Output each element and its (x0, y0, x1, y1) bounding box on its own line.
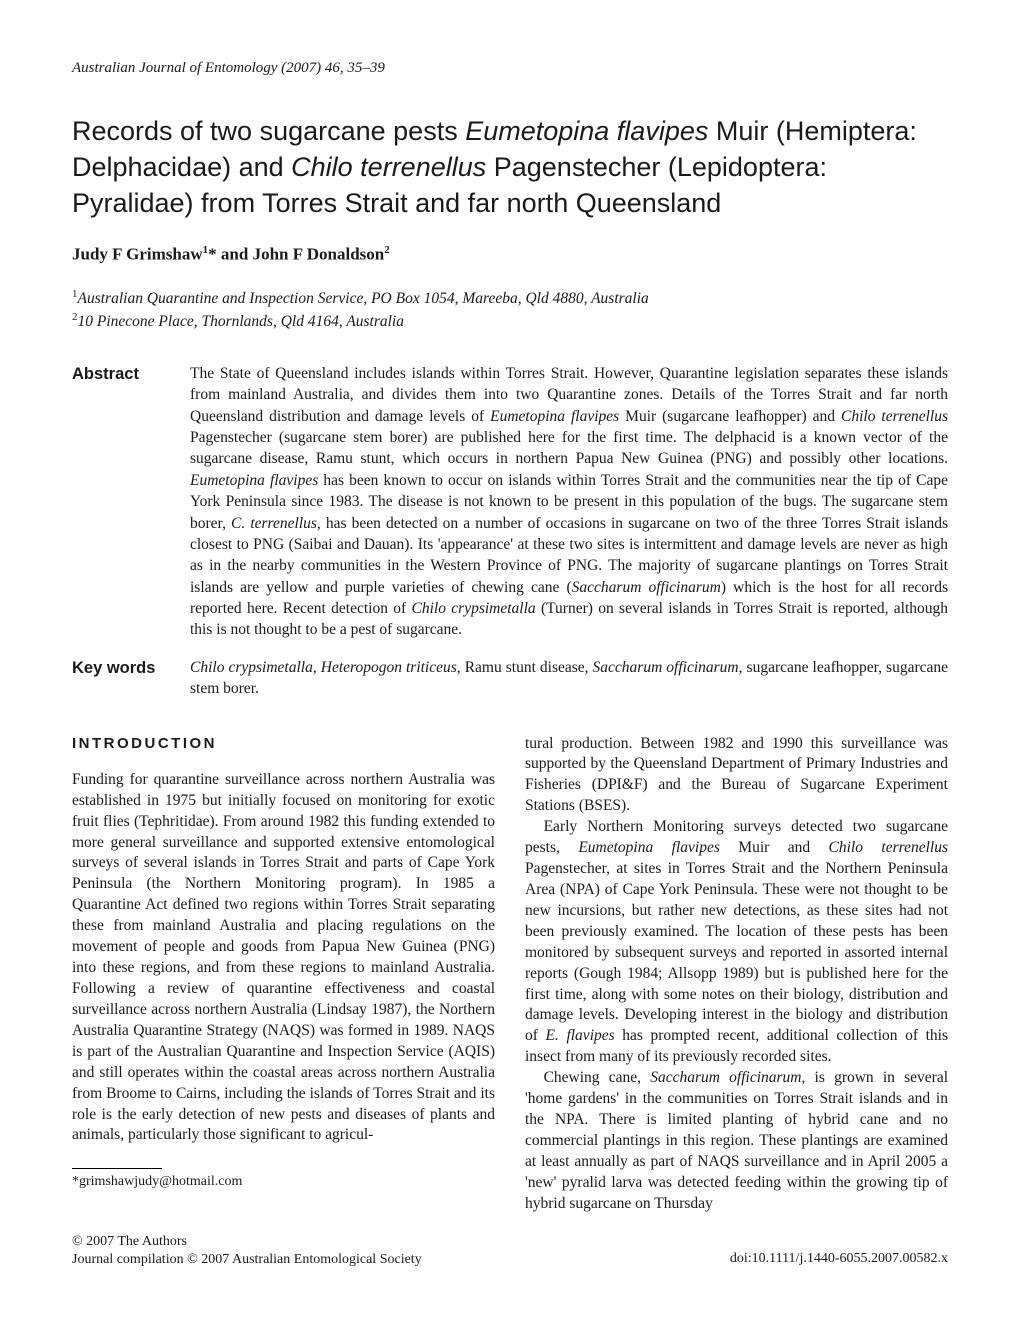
footer-line: © 2007 The Authors (72, 1233, 422, 1251)
abstract-text: Muir (sugarcane leafhopper) and (619, 408, 841, 425)
affil-text: Australian Quarantine and Inspection Ser… (78, 290, 649, 307)
abstract-species: Chilo crypsimetalla (412, 600, 536, 617)
abstract-text: Pagenstecher (sugarcane stem borer) are … (190, 429, 948, 467)
body-paragraph: Funding for quarantine surveillance acro… (72, 770, 495, 1147)
affiliation-line: 210 Pinecone Place, Thornlands, Qld 4164… (72, 310, 948, 333)
footer-doi: doi:10.1111/j.1440-6055.2007.00582.x (730, 1250, 948, 1269)
footer-line: Journal compilation © 2007 Australian En… (72, 1251, 422, 1269)
author-name: John F Donaldson (253, 245, 385, 264)
article-title: Records of two sugarcane pests Eumetopin… (72, 114, 948, 221)
corresponding-author-footnote: *grimshawjudy@hotmail.com (72, 1173, 495, 1192)
two-column-body: INTRODUCTION Funding for quarantine surv… (72, 734, 948, 1215)
keywords-body: Chilo crypsimetalla, Heteropogon tritice… (190, 657, 948, 700)
body-species: Eumetopina flavipes (578, 839, 720, 856)
abstract-species: Saccharum officinarum (572, 579, 721, 596)
page-footer: © 2007 The Authors Journal compilation ©… (72, 1233, 948, 1269)
author-affil-sup: 2 (384, 244, 390, 256)
title-species: Eumetopina flavipes (465, 116, 708, 146)
left-column: INTRODUCTION Funding for quarantine surv… (72, 734, 495, 1215)
title-text: Records of two sugarcane pests (72, 116, 465, 146)
body-paragraph: Chewing cane, Saccharum officinarum, is … (525, 1068, 948, 1214)
abstract-species: C. terrenellus (231, 515, 317, 532)
body-species: E. flavipes (546, 1027, 615, 1044)
body-text: , is grown in several 'home gardens' in … (525, 1069, 948, 1212)
section-heading-introduction: INTRODUCTION (72, 734, 495, 754)
authors-line: Judy F Grimshaw1* and John F Donaldson2 (72, 243, 948, 267)
footer-copyright: © 2007 The Authors Journal compilation ©… (72, 1233, 422, 1269)
keyword-species: Heteropogon triticeus (321, 659, 457, 676)
keyword-text: , Ramu stunt disease, (457, 659, 593, 676)
author-separator: and (217, 245, 253, 264)
keyword-species: Chilo crypsimetalla (190, 659, 313, 676)
body-paragraph: Early Northern Monitoring surveys detect… (525, 817, 948, 1068)
abstract-species: Eumetopina flavipes (190, 472, 318, 489)
affil-text: 10 Pinecone Place, Thornlands, Qld 4164,… (78, 313, 404, 330)
body-species: Chilo terrenellus (829, 839, 948, 856)
abstract-block: Abstract The State of Queensland include… (72, 363, 948, 641)
keywords-block: Key words Chilo crypsimetalla, Heteropog… (72, 657, 948, 700)
body-species: Saccharum officinarum (650, 1069, 801, 1086)
keyword-text: , (313, 659, 321, 676)
footnote-rule (72, 1168, 162, 1169)
abstract-body: The State of Queensland includes islands… (190, 363, 948, 641)
right-column: tural production. Between 1982 and 1990 … (525, 734, 948, 1215)
affiliations: 1Australian Quarantine and Inspection Se… (72, 287, 948, 333)
body-text: Pagenstecher, at sites in Torres Strait … (525, 860, 948, 1044)
title-species: Chilo terrenellus (291, 152, 486, 182)
body-paragraph: tural production. Between 1982 and 1990 … (525, 734, 948, 818)
affiliation-line: 1Australian Quarantine and Inspection Se… (72, 287, 948, 310)
abstract-species: Eumetopina flavipes (490, 408, 619, 425)
keyword-species: Saccharum officinarum (593, 659, 739, 676)
body-text: Muir and (720, 839, 829, 856)
author-name: Judy F Grimshaw (72, 245, 203, 264)
abstract-label: Abstract (72, 363, 190, 641)
abstract-species: Chilo terrenellus (841, 408, 948, 425)
author-corresponding-star: * (208, 245, 217, 264)
body-text: Chewing cane, (544, 1069, 651, 1086)
keywords-label: Key words (72, 657, 190, 700)
running-head: Australian Journal of Entomology (2007) … (72, 58, 948, 78)
